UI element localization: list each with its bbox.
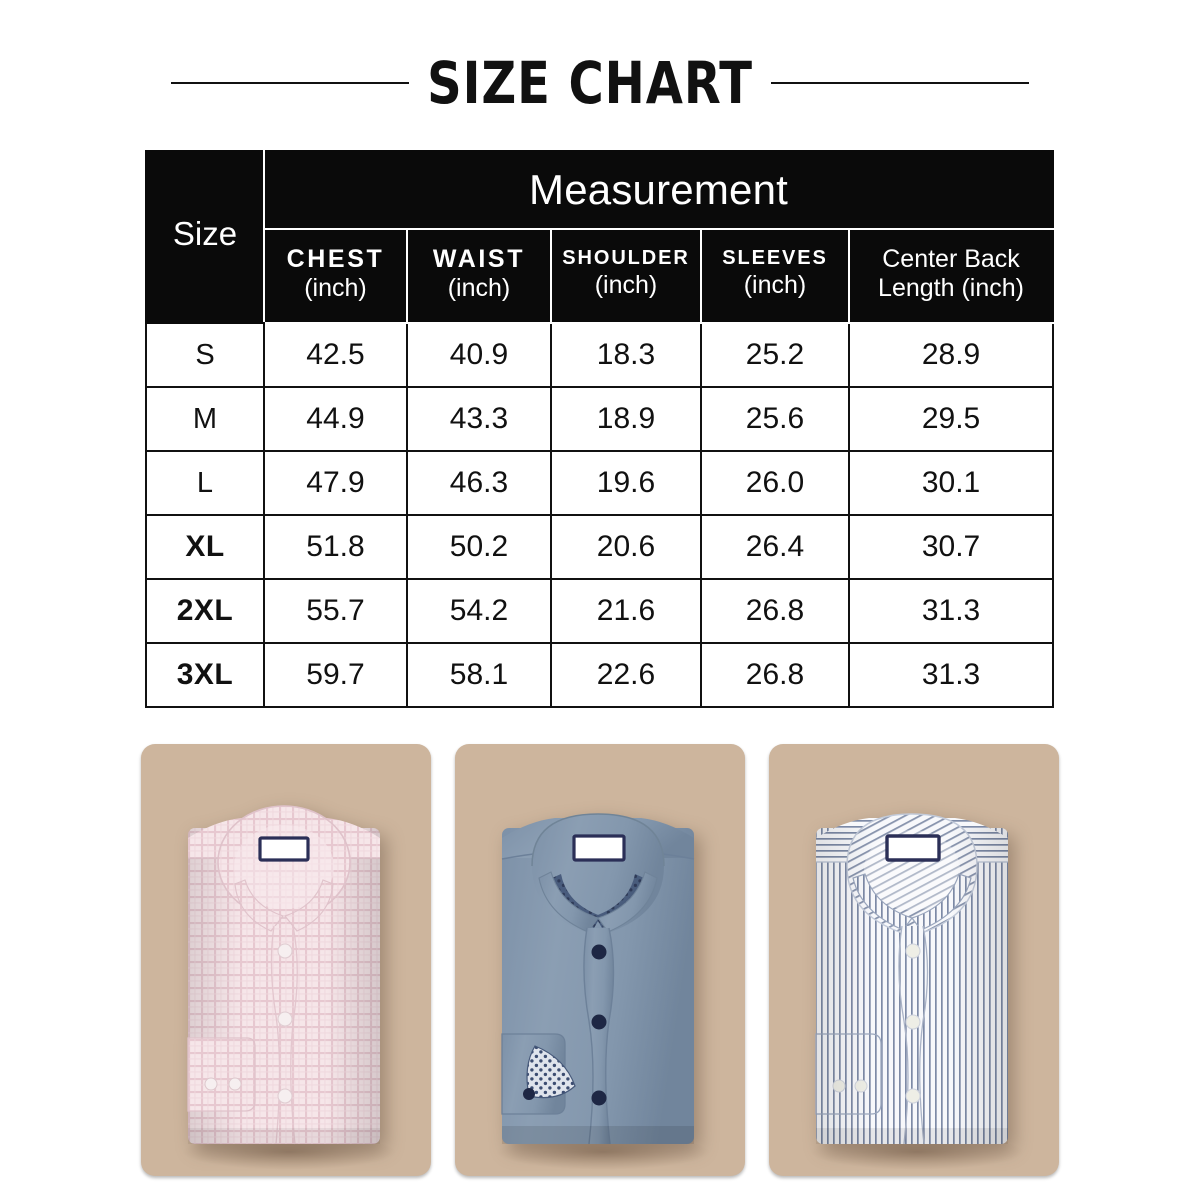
column-header-chest: CHEST (inch): [263, 228, 408, 324]
cell-waist: 58.1: [406, 642, 552, 708]
shirt-image-slate-blue: [489, 766, 707, 1158]
card-shadow: [809, 1144, 1025, 1170]
cell-size: L: [145, 450, 265, 516]
table-row: 3XL 59.7 58.1 22.6 26.8 31.3: [145, 642, 1055, 708]
product-card-slate-blue-shirt[interactable]: [455, 744, 745, 1176]
cell-sleeves: 26.4: [700, 514, 850, 580]
cell-size: 2XL: [145, 578, 265, 644]
size-chart-table-wrap: Size Measurement CHEST (inch) WAIST (inc…: [145, 150, 1055, 708]
cell-waist: 50.2: [406, 514, 552, 580]
table-header-sub-row: CHEST (inch) WAIST (inch) SHOULDER (inch…: [146, 228, 1055, 324]
table-row: 2XL 55.7 54.2 21.6 26.8 31.3: [145, 578, 1055, 644]
cell-shoulder: 22.6: [550, 642, 702, 708]
column-header-center-back-line2: Length (inch): [878, 274, 1024, 302]
title-rule-left: [170, 82, 409, 84]
cell-sleeves: 25.6: [700, 386, 850, 452]
column-header-sleeves-unit: (inch): [743, 271, 807, 300]
column-header-shoulder-unit: (inch): [594, 271, 658, 300]
page-title-block: SIZE CHART: [0, 52, 1200, 114]
column-header-sleeves: SLEEVES (inch): [700, 228, 850, 324]
card-shadow: [495, 1144, 711, 1170]
cell-waist: 43.3: [406, 386, 552, 452]
size-chart-table: Size Measurement CHEST (inch) WAIST (inc…: [145, 150, 1055, 708]
column-header-waist: WAIST (inch): [406, 228, 552, 324]
cell-shoulder: 18.9: [550, 386, 702, 452]
column-header-measurement: Measurement: [262, 150, 1055, 230]
cell-center-back: 30.7: [847, 514, 1055, 580]
size-chart-body: S 42.5 40.9 18.3 25.2 28.9 M 44.9 43.3 1…: [145, 322, 1055, 708]
cell-chest: 44.9: [263, 386, 408, 452]
cell-waist: 54.2: [406, 578, 552, 644]
cell-shoulder: 21.6: [550, 578, 702, 644]
product-gallery: [141, 744, 1059, 1176]
cell-size: M: [145, 386, 265, 452]
card-shadow: [181, 1144, 397, 1170]
shirt-image-white-pinstripe: [803, 766, 1021, 1158]
cell-shoulder: 20.6: [550, 514, 702, 580]
table-row: S 42.5 40.9 18.3 25.2 28.9: [145, 322, 1055, 388]
column-header-chest-unit: (inch): [304, 274, 367, 302]
product-card-white-pinstripe-shirt[interactable]: [769, 744, 1059, 1176]
column-header-shoulder-label: SHOULDER: [562, 247, 690, 270]
cell-size: S: [145, 322, 265, 388]
cell-waist: 46.3: [406, 450, 552, 516]
column-header-chest-label: CHEST: [286, 244, 385, 273]
cell-center-back: 28.9: [847, 322, 1055, 388]
cell-chest: 47.9: [263, 450, 408, 516]
cell-center-back: 31.3: [847, 578, 1055, 644]
cell-sleeves: 26.0: [700, 450, 850, 516]
cell-shoulder: 19.6: [550, 450, 702, 516]
cell-waist: 40.9: [406, 322, 552, 388]
product-card-pink-checked-shirt[interactable]: [141, 744, 431, 1176]
cell-chest: 59.7: [263, 642, 408, 708]
column-header-center-back-line1: Center Back: [882, 244, 1020, 273]
column-header-waist-unit: (inch): [447, 274, 511, 302]
column-header-size: Size: [145, 150, 265, 324]
column-header-center-back-length: Center Back Length (inch): [847, 228, 1055, 324]
cell-chest: 42.5: [263, 322, 408, 388]
cell-center-back: 29.5: [847, 386, 1055, 452]
shirt-image-pink-checked: [175, 766, 393, 1158]
column-header-waist-label: WAIST: [432, 244, 526, 273]
table-header-group-row: Size Measurement: [145, 150, 1055, 324]
table-row: M 44.9 43.3 18.9 25.6 29.5: [145, 386, 1055, 452]
cell-sleeves: 25.2: [700, 322, 850, 388]
cell-sleeves: 26.8: [700, 642, 850, 708]
cell-size: XL: [145, 514, 265, 580]
title-rule-right: [771, 82, 1030, 84]
cell-size: 3XL: [145, 642, 265, 708]
table-row: L 47.9 46.3 19.6 26.0 30.1: [145, 450, 1055, 516]
cell-shoulder: 18.3: [550, 322, 702, 388]
column-header-shoulder: SHOULDER (inch): [550, 228, 702, 324]
page-title: SIZE CHART: [427, 49, 753, 117]
cell-sleeves: 26.8: [700, 578, 850, 644]
cell-center-back: 31.3: [847, 642, 1055, 708]
column-header-sleeves-label: SLEEVES: [722, 247, 828, 270]
cell-chest: 55.7: [263, 578, 408, 644]
cell-center-back: 30.1: [847, 450, 1055, 516]
table-row: XL 51.8 50.2 20.6 26.4 30.7: [145, 514, 1055, 580]
cell-chest: 51.8: [263, 514, 408, 580]
